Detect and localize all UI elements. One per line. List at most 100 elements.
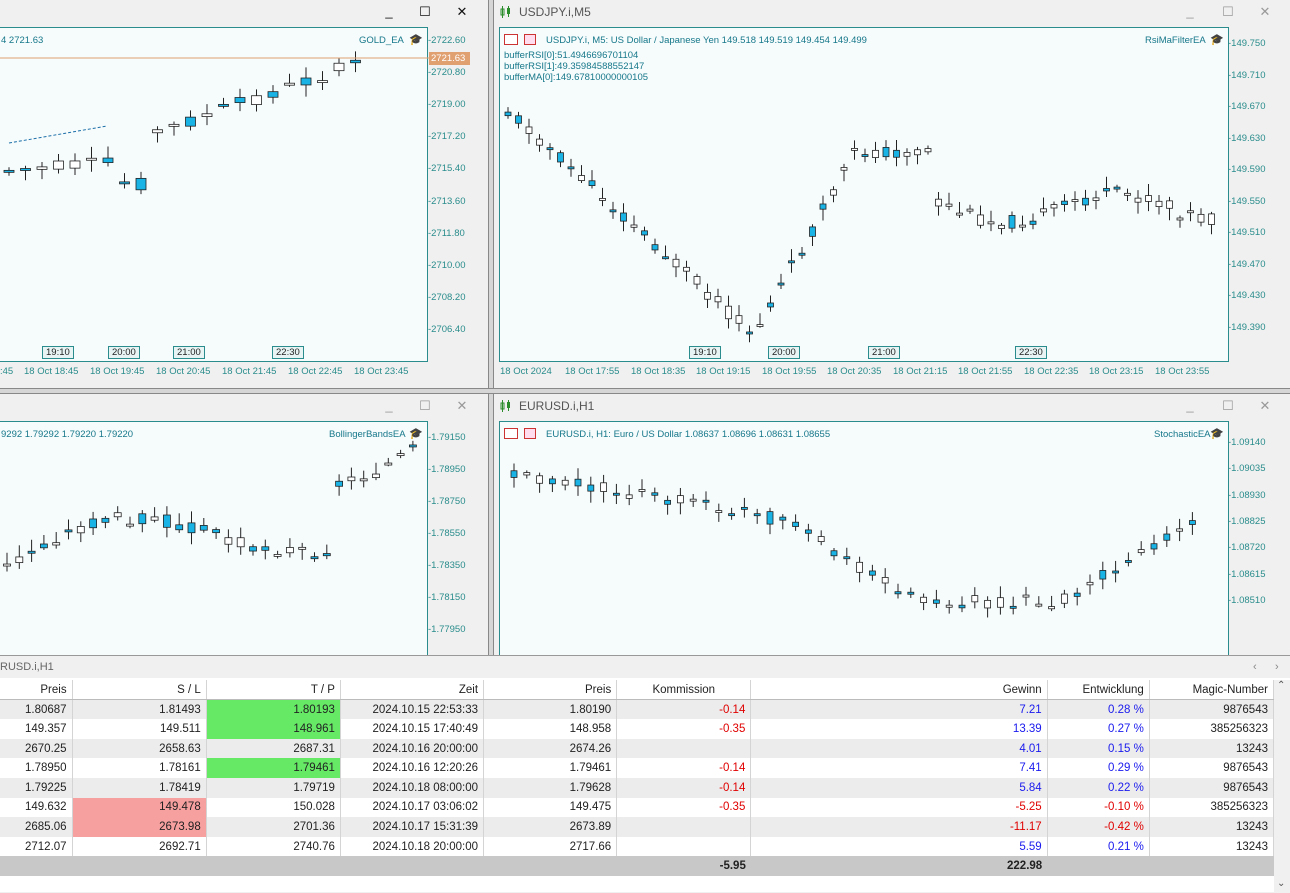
candle-body	[510, 470, 518, 478]
one-click-trading-icon[interactable]	[504, 428, 518, 439]
close-button[interactable]: ✕	[456, 398, 468, 413]
candle-body	[1073, 592, 1081, 597]
depth-of-market-icon[interactable]	[524, 428, 536, 439]
column-header[interactable]: Preis	[483, 680, 618, 701]
gold-chart-window[interactable]: _ ☐ ✕ 4 2721.63 GOLD_EA 🎓 -2722.60 -2720.…	[0, 0, 488, 388]
horizontal-splitter[interactable]	[0, 388, 1290, 394]
depth-of-market-icon[interactable]	[524, 34, 536, 45]
minimize-button[interactable]: _	[1186, 398, 1194, 413]
column-header[interactable]: Preis	[0, 680, 73, 701]
candle-body	[298, 546, 307, 550]
table-row[interactable]: 1.78950 1.78161 1.79461 2024.10.16 12:20:26…	[0, 758, 1275, 778]
candle-body	[1189, 520, 1196, 525]
y-tick-label: -149.430	[1228, 290, 1266, 301]
usdjpy-plot-area[interactable]: USDJPY.i, M5: US Dollar / Japanese Yen 1…	[499, 27, 1229, 362]
time-marker: 22:30	[272, 346, 304, 359]
x-tick-label: :45	[0, 366, 14, 377]
table-cell: 2024.10.17 15:31:39	[340, 817, 485, 837]
y-tick-label: -1.09140	[1228, 437, 1266, 448]
time-marker: 21:00	[173, 346, 205, 359]
gold-titlebar[interactable]: _ ☐ ✕	[0, 0, 488, 24]
candle-body	[779, 516, 787, 521]
y-tick-label: -149.750	[1228, 38, 1266, 49]
candle-body	[126, 523, 134, 527]
maximize-button[interactable]: ☐	[1222, 398, 1234, 413]
candle-body	[735, 315, 743, 324]
y-tick-label: -149.710	[1228, 69, 1266, 81]
scroll-up-icon[interactable]: ⌃	[1277, 680, 1286, 691]
candle-body	[36, 166, 48, 170]
table-row[interactable]: 149.357 149.511 148.961 2024.10.15 17:40:49…	[0, 719, 1275, 739]
debug-rsi0: bufferRSI[0]:51.4946696701104	[504, 50, 639, 61]
table-row[interactable]: 2670.25 2658.63 2687.31 2024.10.16 20:00:00…	[0, 738, 1275, 759]
column-header[interactable]: Kommission	[616, 680, 752, 701]
table-cell: 0.15 %	[1047, 738, 1150, 759]
gbp-titlebar[interactable]: _ ☐ ✕	[0, 394, 488, 418]
candle-body	[935, 198, 942, 207]
toolbox-tabbar[interactable]: RUSD.i,H1 ‹ ›	[0, 656, 1290, 678]
minimize-button[interactable]: _	[385, 398, 393, 413]
table-row[interactable]: 1.80687 1.81493 1.80193 2024.10.15 22:53:33…	[0, 699, 1275, 720]
candle-chart-icon	[499, 400, 513, 415]
gold-info-text: 4 2721.63	[1, 35, 44, 46]
candle-body	[753, 513, 761, 517]
table-cell: 1.80193	[206, 699, 341, 720]
candle-body	[89, 518, 97, 529]
gold-plot-area[interactable]: 4 2721.63 GOLD_EA 🎓	[0, 27, 429, 362]
y-tick-label: -149.670	[1228, 101, 1266, 112]
table-cell: 9876543	[1149, 758, 1275, 778]
time-marker: 21:00	[868, 346, 900, 359]
eurusd-chart-window[interactable]: EURUSD.i,H1 _ ☐ ✕ EURUSD.i, H1: Euro / U…	[494, 394, 1290, 655]
ea-hat-icon: 🎓	[409, 34, 423, 46]
maximize-button[interactable]: ☐	[1222, 4, 1234, 19]
eurusd-ea-name: StochasticEA	[1154, 429, 1211, 440]
close-button[interactable]: ✕	[1259, 4, 1271, 19]
column-header[interactable]: S / L	[72, 680, 207, 701]
table-row[interactable]: 2685.06 2673.98 2701.36 2024.10.17 15:31:39…	[0, 817, 1275, 837]
scroll-right-icon[interactable]: ›	[1275, 661, 1279, 673]
scroll-left-icon[interactable]: ‹	[1253, 661, 1257, 673]
eurusd-plot-area[interactable]: EURUSD.i, H1: Euro / US Dollar 1.08637 1…	[499, 421, 1229, 655]
close-button[interactable]: ✕	[1259, 398, 1271, 413]
candle-body	[525, 126, 533, 134]
one-click-trading-icon[interactable]	[504, 34, 518, 45]
minimize-button[interactable]: _	[1186, 4, 1194, 19]
y-tick-label: -2715.40	[428, 163, 466, 175]
minimize-button[interactable]: _	[385, 4, 393, 19]
gbp-chart-window[interactable]: _ ☐ ✕ 9292 1.79292 1.79220 1.79220 Bolli…	[0, 394, 488, 655]
table-cell: 1.78419	[72, 777, 207, 798]
gbp-plot-area[interactable]: 9292 1.79292 1.79220 1.79220 BollingerBa…	[0, 421, 428, 655]
totals-cell	[483, 856, 617, 876]
table-row[interactable]: 149.632 149.478 150.028 2024.10.17 03:06:02…	[0, 797, 1275, 818]
y-tick-label: -149.390	[1228, 321, 1266, 333]
table-row[interactable]: 2712.07 2692.71 2740.76 2024.10.18 20:00:00…	[0, 836, 1275, 857]
column-header[interactable]: Magic-Number	[1149, 680, 1275, 701]
column-header[interactable]: Zeit	[340, 680, 485, 701]
table-row[interactable]: 1.79225 1.78419 1.79719 2024.10.18 08:00:00…	[0, 777, 1275, 798]
y-tick-label: -1.08930	[1228, 489, 1266, 501]
usdjpy-titlebar[interactable]: USDJPY.i,M5 _ ☐ ✕	[494, 0, 1290, 24]
maximize-button[interactable]: ☐	[419, 398, 431, 413]
candle-body	[945, 203, 953, 207]
column-header[interactable]: Gewinn	[750, 680, 1048, 701]
candle-body	[725, 305, 732, 320]
column-header[interactable]: T / P	[206, 680, 341, 701]
column-header[interactable]: Entwicklung	[1047, 680, 1150, 701]
usdjpy-chart-window[interactable]: USDJPY.i,M5 _ ☐ ✕ USDJPY.i, M5: US Dolla…	[494, 0, 1290, 388]
y-tick-label: -2711.80	[428, 227, 465, 239]
gbp-ea-name: BollingerBandsEA	[329, 429, 406, 440]
candle-body	[347, 476, 356, 482]
vertical-splitter[interactable]	[488, 0, 494, 655]
eurusd-titlebar[interactable]: EURUSD.i,H1 _ ☐ ✕	[494, 394, 1290, 418]
maximize-button[interactable]: ☐	[419, 4, 431, 19]
toolbox-tab[interactable]: RUSD.i,H1	[0, 661, 54, 673]
candle-body	[350, 59, 361, 64]
close-button[interactable]: ✕	[456, 4, 468, 19]
vertical-scrollbar[interactable]: ⌃ ⌄	[1274, 680, 1290, 893]
candle-body	[1166, 200, 1173, 209]
table-cell	[616, 817, 752, 837]
table-cell: 1.78950	[0, 758, 73, 778]
scroll-down-icon[interactable]: ⌄	[1277, 878, 1286, 889]
